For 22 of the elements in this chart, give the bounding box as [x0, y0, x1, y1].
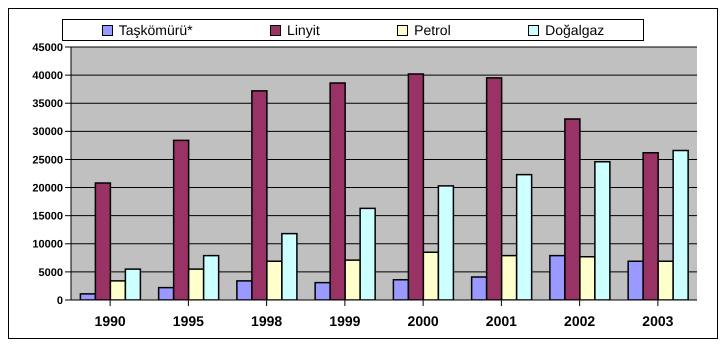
- x-tick-label: 1990: [94, 312, 126, 329]
- y-tick-label: 30000: [32, 126, 63, 138]
- y-tick-label: 25000: [32, 154, 63, 166]
- legend-label: Taşkömürü*: [118, 22, 193, 38]
- y-tick-label: 35000: [32, 98, 63, 110]
- x-tick-label: 1998: [251, 312, 282, 329]
- x-tick-label: 2002: [564, 312, 596, 329]
- x-tick-label: 2003: [642, 312, 674, 329]
- x-tick-label: 1995: [172, 312, 204, 329]
- y-tick-label: 45000: [32, 42, 63, 54]
- y-tick-label: 20000: [32, 182, 63, 194]
- y-tick-label: 40000: [32, 70, 63, 82]
- x-tick-label: 1999: [329, 312, 361, 329]
- y-tick-label: 0: [56, 294, 63, 307]
- x-tick-label: 2000: [408, 312, 439, 329]
- legend-label: Doğalgaz: [544, 22, 604, 38]
- y-tick-label: 10000: [32, 238, 63, 251]
- legend-label: Petrol: [413, 22, 451, 38]
- y-tick-label: 5000: [38, 266, 63, 279]
- x-tick-label: 2001: [486, 312, 518, 329]
- legend-label: Linyit: [286, 22, 320, 38]
- y-tick-label: 15000: [32, 210, 63, 223]
